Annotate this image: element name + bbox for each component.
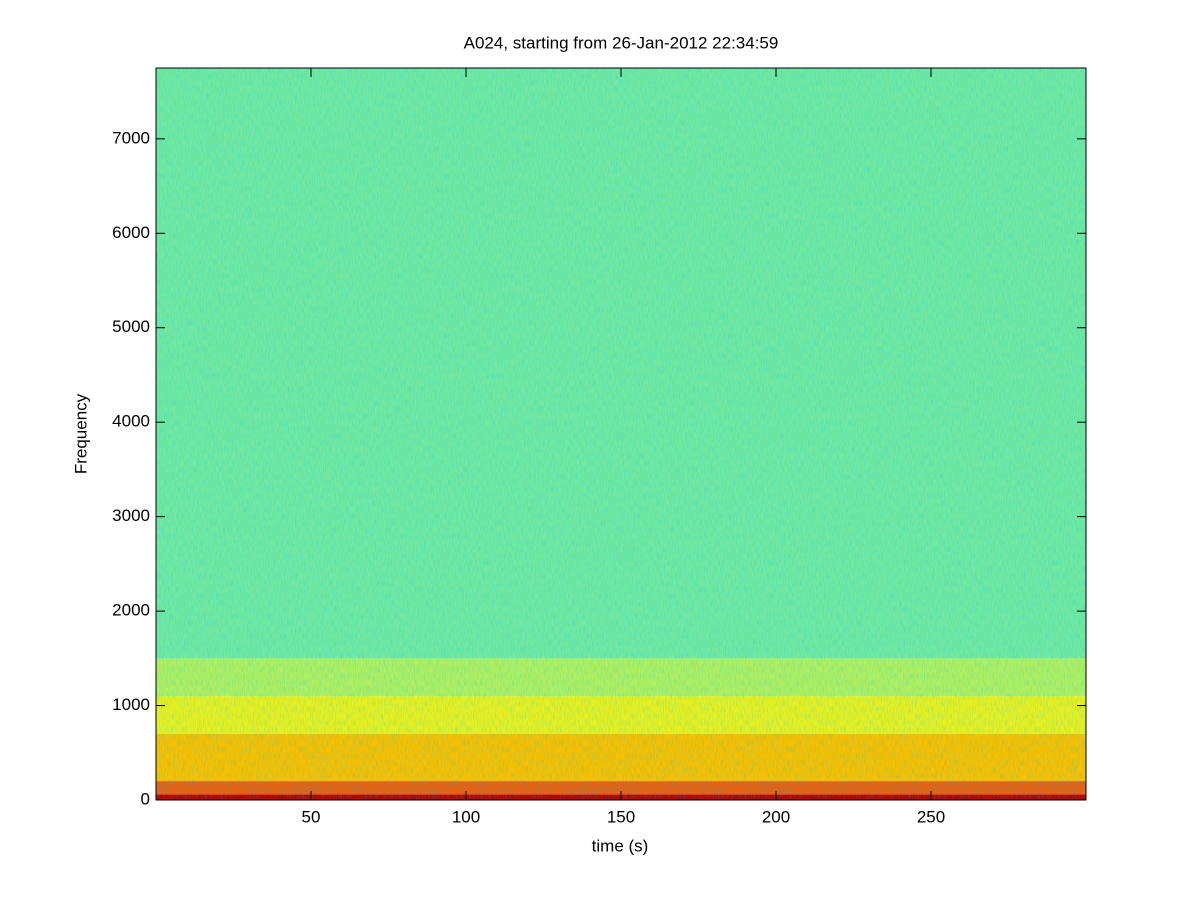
chart-title: A024, starting from 26-Jan-2012 22:34:59: [464, 33, 779, 52]
x-tick-label: 150: [607, 807, 635, 826]
x-tick-label: 200: [762, 807, 790, 826]
y-tick-label: 6000: [112, 223, 150, 242]
x-tick-label: 50: [302, 807, 321, 826]
noise-texture: [156, 68, 1086, 800]
y-tick-label: 0: [141, 789, 150, 808]
y-tick-label: 3000: [112, 506, 150, 525]
x-tick-label: 100: [452, 807, 480, 826]
y-axis-label: Frequency: [71, 393, 90, 474]
y-tick-label: 4000: [112, 412, 150, 431]
y-tick-label: 1000: [112, 695, 150, 714]
x-tick-label: 250: [917, 807, 945, 826]
y-tick-label: 7000: [112, 128, 150, 147]
plot-frame: [155, 67, 1087, 801]
y-tick-label: 5000: [112, 317, 150, 336]
axes: 50 100 150 200 250 0 1000 2000 3000 4000 5000 6000 7…: [112, 68, 1086, 826]
y-tick-label: 2000: [112, 601, 150, 620]
x-axis-label: time (s): [592, 836, 649, 855]
